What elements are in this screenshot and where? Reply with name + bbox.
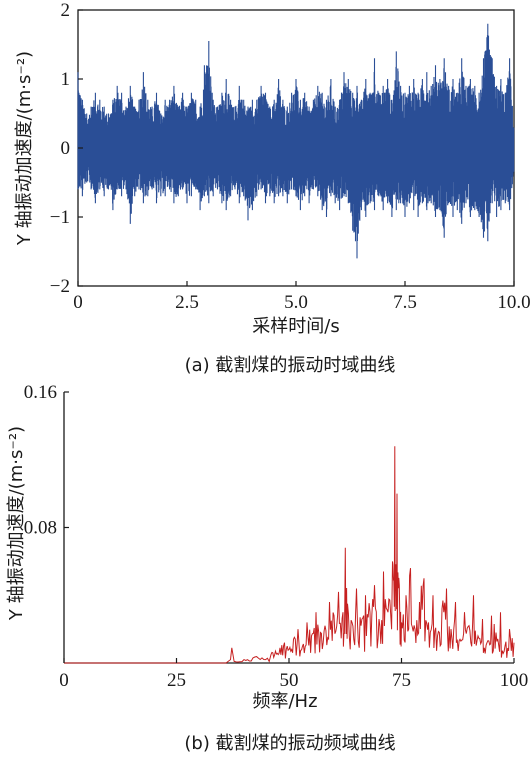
- panel-b-x-tick-label: 0: [59, 670, 69, 691]
- panel-a-y-tick-label: 1: [61, 69, 71, 90]
- panel-a-y-tick-label: 0: [61, 138, 71, 159]
- panel-b-x-axis-title: 频率/Hz: [252, 691, 317, 712]
- panel-b-y-tick-label: 0.16: [24, 382, 57, 403]
- panel-a-x-tick-label: 7.5: [393, 292, 417, 313]
- panel-a-x-axis-title: 采样时间/s: [252, 316, 339, 337]
- panel-a-x-tick-label: 0: [73, 292, 83, 313]
- panel-a-x-ticks: 0 2.5 5.0 7.5 10.0: [73, 281, 531, 313]
- panel-b-x-tick-label: 50: [280, 670, 299, 691]
- panel-a-y-tick-label: −2: [50, 276, 70, 297]
- panel-a-y-tick-label: −1: [50, 207, 70, 228]
- panel-a-signal-trace: [77, 23, 515, 259]
- panel-a-x-tick-label: 10.0: [497, 292, 530, 313]
- panel-b-spectrum-line: [64, 446, 515, 664]
- panel-a-time-domain: 0 2.5 5.0 7.5 10.0 2 1 0 −1 −2 采样时间/s Y 轴振动加速度/(…: [14, 0, 531, 376]
- panel-a-x-tick-label: 5.0: [284, 292, 308, 313]
- panel-b-y-axis-title: Y 轴振动加速度/(m·s⁻²): [6, 426, 27, 621]
- panel-b-spectrum: [64, 446, 515, 664]
- panel-a-y-ticks: 2 1 0 −1 −2: [50, 0, 83, 297]
- panel-a-y-tick-label: 2: [61, 0, 71, 21]
- panel-b-frequency-domain: 0 25 50 75 100 0.16 0.08 频率/Hz Y 轴振动加速度/(m·s⁻…: [6, 382, 528, 754]
- panel-b-x-ticks: 0 25 50 75 100: [59, 658, 528, 691]
- panel-b-y-tick-label: 0.08: [24, 518, 57, 539]
- panel-a-signal: [77, 23, 515, 259]
- panel-a-x-tick-label: 2.5: [175, 292, 199, 313]
- panel-a-caption: (a) 截割煤的振动时域曲线: [185, 355, 396, 376]
- panel-a-y-axis-title: Y 轴振动加速度/(m·s⁻²): [14, 51, 35, 246]
- panel-b-x-tick-label: 75: [392, 670, 411, 691]
- panel-b-x-tick-label: 25: [167, 670, 186, 691]
- panel-b-caption: (b) 截割煤的振动频域曲线: [184, 733, 395, 754]
- panel-b-x-tick-label: 100: [500, 670, 529, 691]
- panel-b-y-ticks: 0.16 0.08: [24, 382, 69, 539]
